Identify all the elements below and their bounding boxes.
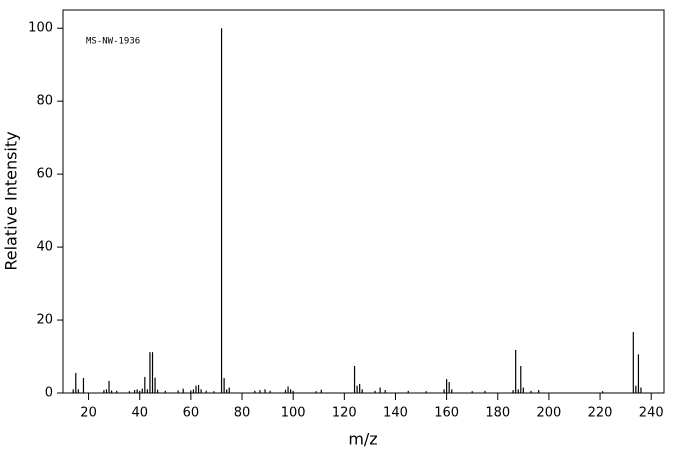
x-tick-label: 220 xyxy=(588,406,613,421)
x-tick-label: 40 xyxy=(131,406,148,421)
x-tick-label: 60 xyxy=(183,406,200,421)
y-tick-label: 40 xyxy=(36,240,53,255)
y-tick-label: 20 xyxy=(36,313,53,328)
plot-frame xyxy=(62,9,665,394)
x-tick-label: 80 xyxy=(234,406,251,421)
x-tick-label: 120 xyxy=(332,406,357,421)
x-tick-label: 160 xyxy=(434,406,459,421)
x-tick-label: 20 xyxy=(80,406,97,421)
x-axis-label: m/z xyxy=(348,430,377,449)
y-tick-label: 0 xyxy=(45,386,53,401)
x-tick-label: 100 xyxy=(281,406,306,421)
y-tick-label: 60 xyxy=(36,167,53,182)
y-tick-label: 100 xyxy=(28,21,53,36)
x-tick-label: 200 xyxy=(537,406,562,421)
x-tick-label: 180 xyxy=(485,406,510,421)
y-tick-label: 80 xyxy=(36,94,53,109)
x-tick-label: 140 xyxy=(383,406,408,421)
x-tick-label: 240 xyxy=(639,406,664,421)
annotation: MS-NW-1936 xyxy=(86,37,140,47)
y-axis-label: Relative Intensity xyxy=(2,131,21,270)
